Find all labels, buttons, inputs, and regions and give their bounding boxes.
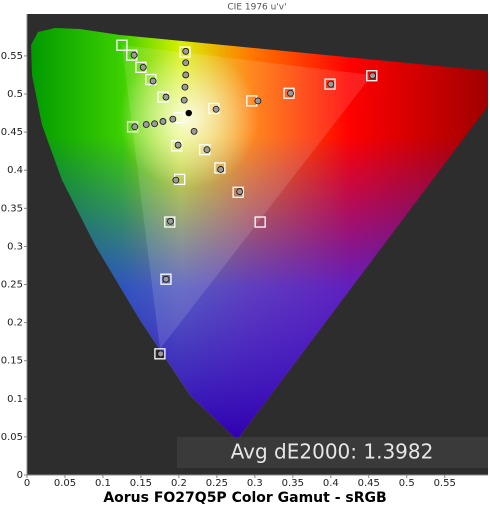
x-tick-label: 0	[24, 478, 30, 489]
y-tick-label: 0.55	[1, 51, 23, 62]
y-tick-label: 0.1	[7, 394, 23, 405]
target-point	[232, 186, 244, 198]
x-tick-label: 0.05	[54, 478, 76, 489]
measured-point	[131, 123, 139, 131]
measured-point	[172, 176, 180, 184]
measured-point	[182, 71, 190, 79]
measured-point	[151, 120, 158, 128]
y-tick-label: 0.05	[1, 432, 23, 443]
measured-point	[181, 83, 189, 91]
measured-point	[212, 105, 220, 113]
target-point	[164, 216, 176, 228]
x-tick-label: 0.4	[323, 478, 339, 489]
measured-point	[139, 63, 147, 71]
measured-point	[369, 72, 376, 80]
x-tick-label: 0.15	[130, 478, 152, 489]
measured-point	[236, 188, 244, 195]
x-tick-label: 0.3	[247, 478, 263, 489]
x-tick-label: 0.2	[171, 478, 187, 489]
measured-point	[217, 166, 225, 173]
caption: Aorus FO27Q5P Color Gamut - sRGB	[103, 490, 386, 506]
measured-point	[182, 59, 190, 67]
measured-point	[180, 96, 188, 104]
measured-point	[287, 89, 294, 97]
y-tick-label: 0.5	[7, 89, 23, 100]
measured-point	[169, 115, 177, 123]
target-point	[214, 162, 226, 174]
target-point	[283, 87, 295, 99]
y-tick-label: 0.2	[7, 318, 23, 329]
annotation-box	[177, 437, 488, 468]
y-tick-label: 0.45	[1, 127, 23, 138]
target-point	[324, 78, 336, 90]
y-tick-label: 0.3	[7, 241, 23, 252]
x-tick-label: 0.55	[434, 478, 456, 489]
x-tick-label: 0.25	[206, 478, 228, 489]
measured-point	[159, 118, 167, 125]
x-tick-label: 0.1	[95, 478, 111, 489]
target-point	[179, 46, 191, 58]
target-point	[116, 39, 128, 51]
x-tick-label: 0.5	[399, 478, 415, 489]
measured-point	[130, 51, 138, 59]
white-point	[185, 109, 192, 117]
annotation: Avg dE2000: 1.3982	[231, 440, 434, 464]
target-point	[160, 273, 172, 285]
measured-point	[254, 97, 262, 105]
target-point	[254, 216, 266, 228]
y-tick-label: 0.4	[7, 165, 23, 176]
measured-point	[142, 121, 150, 128]
measured-point	[203, 146, 211, 154]
measured-point	[162, 93, 170, 101]
y-tick-label: 0.35	[1, 203, 23, 214]
target-point	[366, 70, 378, 82]
y-tick-label: 0	[17, 470, 23, 481]
x-tick-label: 0.45	[358, 478, 380, 489]
measured-point	[157, 350, 165, 358]
measured-point	[174, 141, 182, 149]
measured-point	[190, 127, 198, 135]
chart-title: CIE 1976 u'v'	[227, 3, 286, 13]
locus	[31, 28, 488, 440]
y-tick-label: 0.15	[1, 356, 23, 367]
y-tick-label: 0.25	[1, 280, 23, 291]
x-tick-label: 0.35	[282, 478, 304, 489]
measured-point	[162, 275, 170, 283]
target-point	[154, 348, 166, 360]
measured-point	[167, 217, 174, 225]
measured-point	[182, 47, 190, 55]
measured-point	[149, 77, 157, 85]
measured-point	[327, 80, 335, 88]
target-point	[170, 140, 183, 152]
